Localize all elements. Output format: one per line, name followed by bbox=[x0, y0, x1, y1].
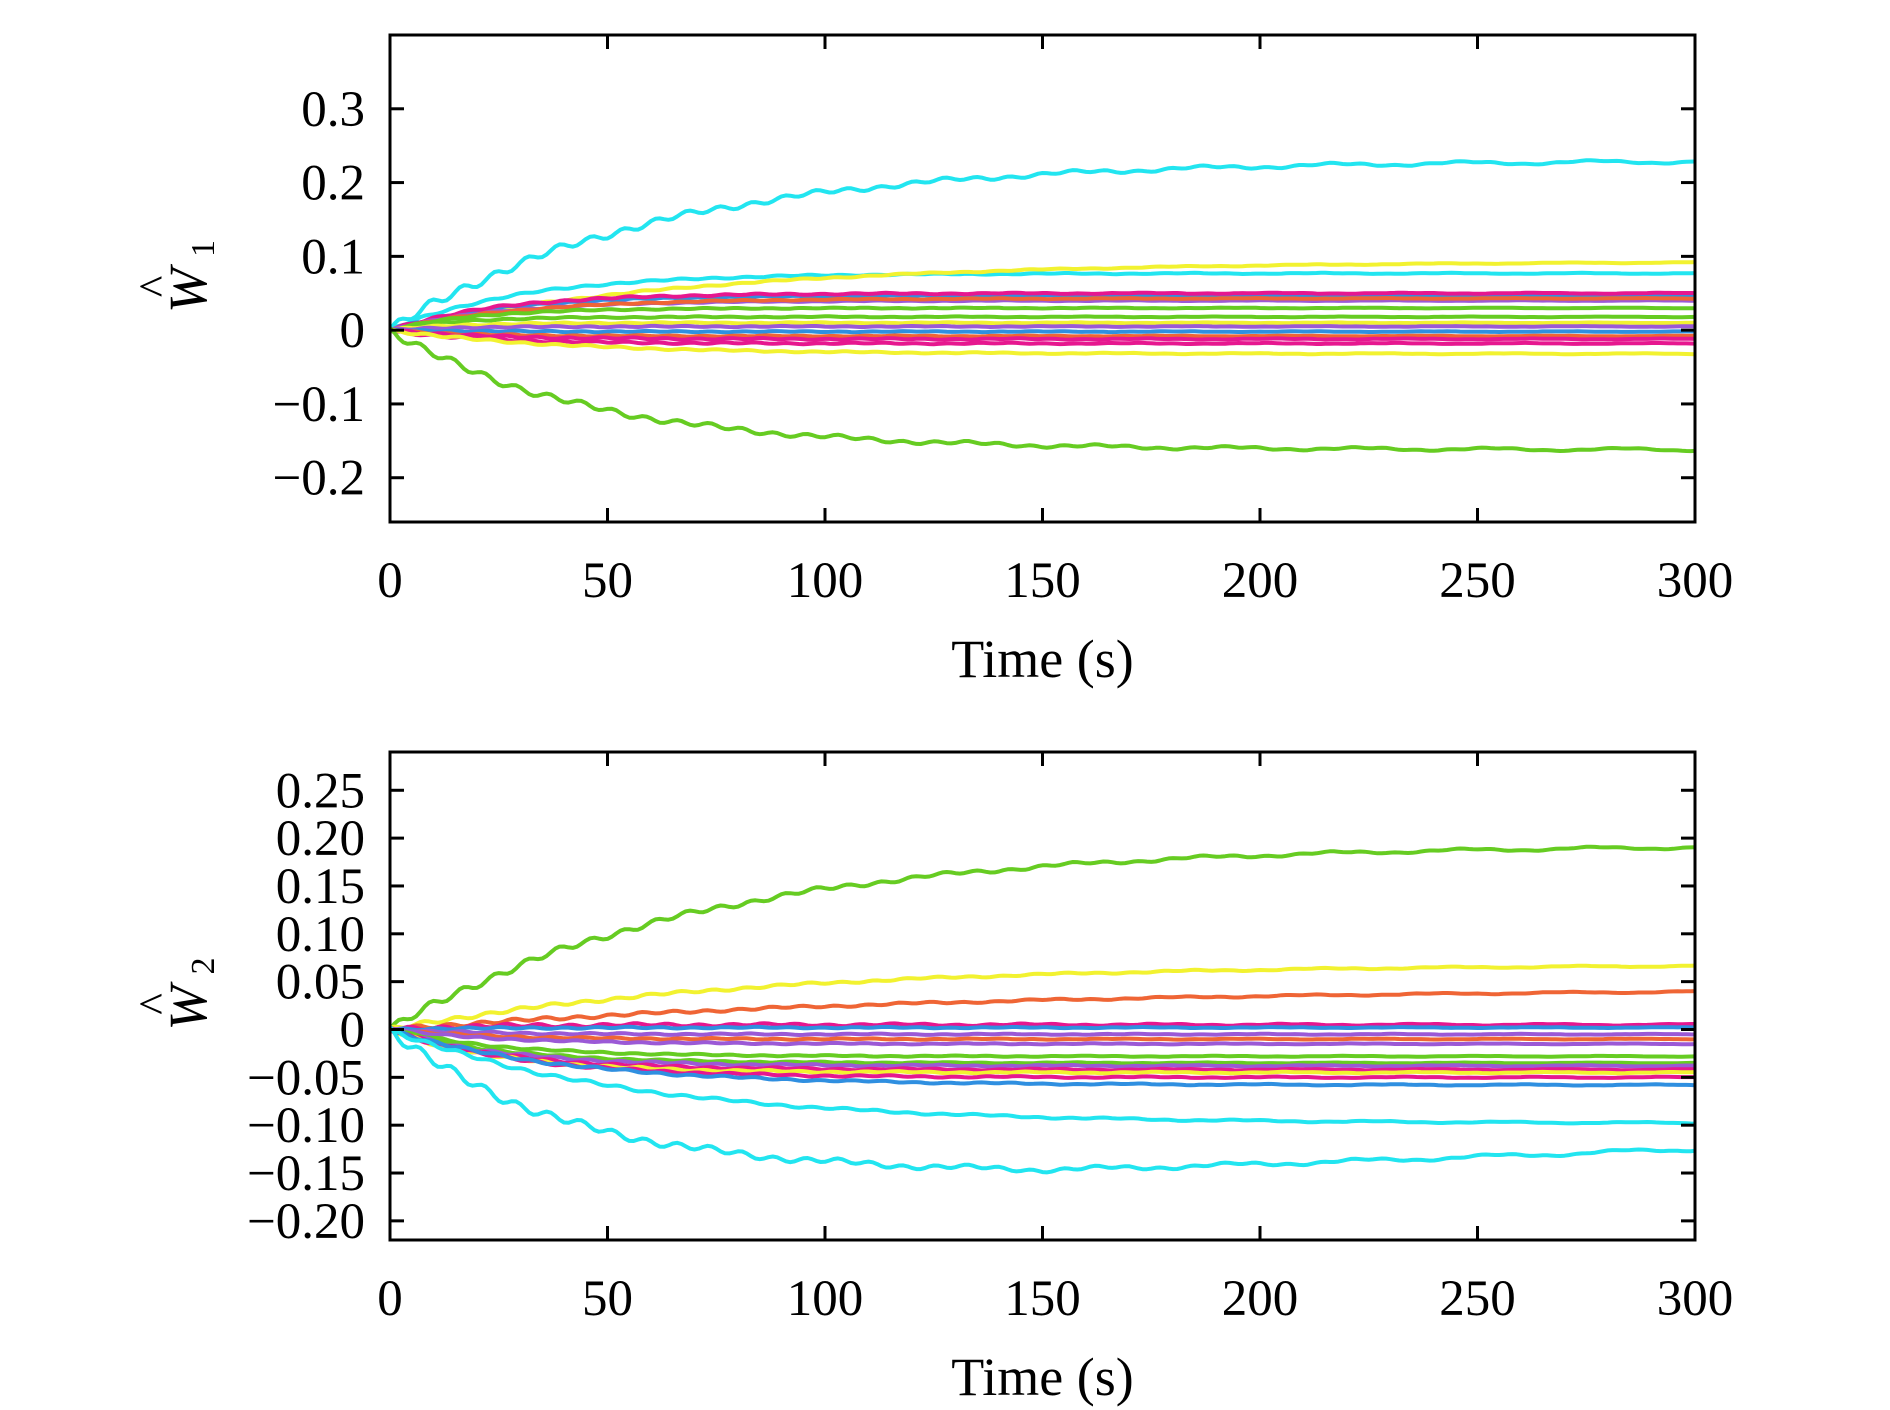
y-tick-label: 0.15 bbox=[276, 859, 365, 915]
series-line-16 bbox=[389, 1026, 1696, 1126]
series-line-12 bbox=[389, 327, 1695, 335]
series-line-5 bbox=[389, 290, 1696, 333]
y-tick-label: 0.05 bbox=[276, 955, 365, 1011]
series-line-3 bbox=[389, 260, 1696, 332]
y-axis-subscript: 1 bbox=[185, 240, 222, 257]
x-tick-label: 250 bbox=[1439, 1271, 1516, 1327]
chart-panel-bottom: 0 50 100 150 200 250 300−0.20−0.15−0.10−0.0500… bbox=[129, 750, 1734, 1407]
x-tick-label: 0 bbox=[377, 553, 403, 609]
y-tick-label: −0.10 bbox=[247, 1098, 365, 1154]
series-line-2 bbox=[389, 963, 1696, 1030]
y-axis-hat: ^ bbox=[129, 276, 180, 298]
series-line-15 bbox=[389, 1028, 1696, 1088]
x-tick-label: 200 bbox=[1222, 1271, 1299, 1327]
series-line-13 bbox=[389, 327, 1696, 339]
y-tick-label: −0.2 bbox=[272, 451, 365, 507]
x-tick-label: 50 bbox=[582, 1271, 633, 1327]
x-tick-label: 100 bbox=[787, 553, 864, 609]
x-axis-title: Time (s) bbox=[951, 629, 1134, 689]
series-line-5 bbox=[389, 1024, 1696, 1033]
x-tick-label: 150 bbox=[1004, 1271, 1081, 1327]
series-line-7 bbox=[389, 296, 1695, 332]
series-line-8 bbox=[389, 305, 1696, 333]
series-line-17 bbox=[388, 326, 1696, 454]
x-tick-label: 200 bbox=[1222, 553, 1299, 609]
x-tick-label: 100 bbox=[787, 1271, 864, 1327]
series-line-10 bbox=[389, 320, 1695, 333]
series-line-6 bbox=[389, 1027, 1696, 1037]
x-tick-label: 0 bbox=[377, 1271, 403, 1327]
series-line-1 bbox=[388, 844, 1696, 1031]
y-tick-label: −0.05 bbox=[247, 1050, 365, 1106]
y-tick-label: −0.20 bbox=[247, 1194, 365, 1250]
x-tick-label: 250 bbox=[1439, 553, 1516, 609]
y-tick-label: −0.15 bbox=[247, 1146, 365, 1202]
y-axis-symbol: W bbox=[158, 980, 218, 1030]
series-line-9 bbox=[389, 1028, 1696, 1059]
x-tick-label: 50 bbox=[582, 553, 633, 609]
series-line-9 bbox=[389, 314, 1696, 333]
chart-panel-top: 0 50 100 150 200 250 300 −0.2 −0.1 0 0.1 0.2 0.3 Time… bbox=[129, 33, 1734, 689]
series-line-14 bbox=[389, 328, 1696, 342]
series-line-10 bbox=[389, 1028, 1695, 1066]
series-line-11 bbox=[389, 323, 1695, 332]
series-line-8 bbox=[389, 1027, 1696, 1047]
y-tick-label: 0.10 bbox=[276, 907, 365, 963]
y-tick-label: 0.1 bbox=[301, 229, 365, 285]
series-line-3 bbox=[389, 989, 1696, 1032]
x-tick-label: 300 bbox=[1657, 1271, 1734, 1327]
y-tick-label: 0.20 bbox=[276, 811, 365, 867]
x-tick-label: 300 bbox=[1657, 553, 1734, 609]
y-tick-label: 0.3 bbox=[301, 82, 365, 138]
series-line-7 bbox=[389, 1026, 1695, 1042]
y-tick-label: 0.2 bbox=[301, 156, 365, 212]
y-tick-label: 0 bbox=[340, 303, 366, 359]
y-tick-label: −0.1 bbox=[272, 377, 365, 433]
series-line-1 bbox=[388, 158, 1696, 332]
x-tick-label: 150 bbox=[1004, 553, 1081, 609]
series-line-11 bbox=[389, 1026, 1695, 1069]
x-axis-title: Time (s) bbox=[951, 1347, 1134, 1407]
series-line-16 bbox=[389, 327, 1696, 357]
y-axis-hat: ^ bbox=[129, 993, 180, 1015]
y-tick-label: 0 bbox=[340, 1002, 366, 1058]
y-axis-symbol: W bbox=[158, 263, 218, 313]
y-axis-subscript: 2 bbox=[185, 958, 222, 975]
series-line-17 bbox=[388, 1025, 1696, 1175]
y-axis-title: W^ 1 bbox=[129, 240, 222, 313]
series-line-4 bbox=[389, 1021, 1695, 1033]
series-line-2 bbox=[389, 270, 1696, 331]
series-line-15 bbox=[389, 328, 1696, 347]
y-axis-title: W^ 2 bbox=[129, 958, 222, 1031]
y-tick-label: 0.25 bbox=[276, 763, 365, 819]
